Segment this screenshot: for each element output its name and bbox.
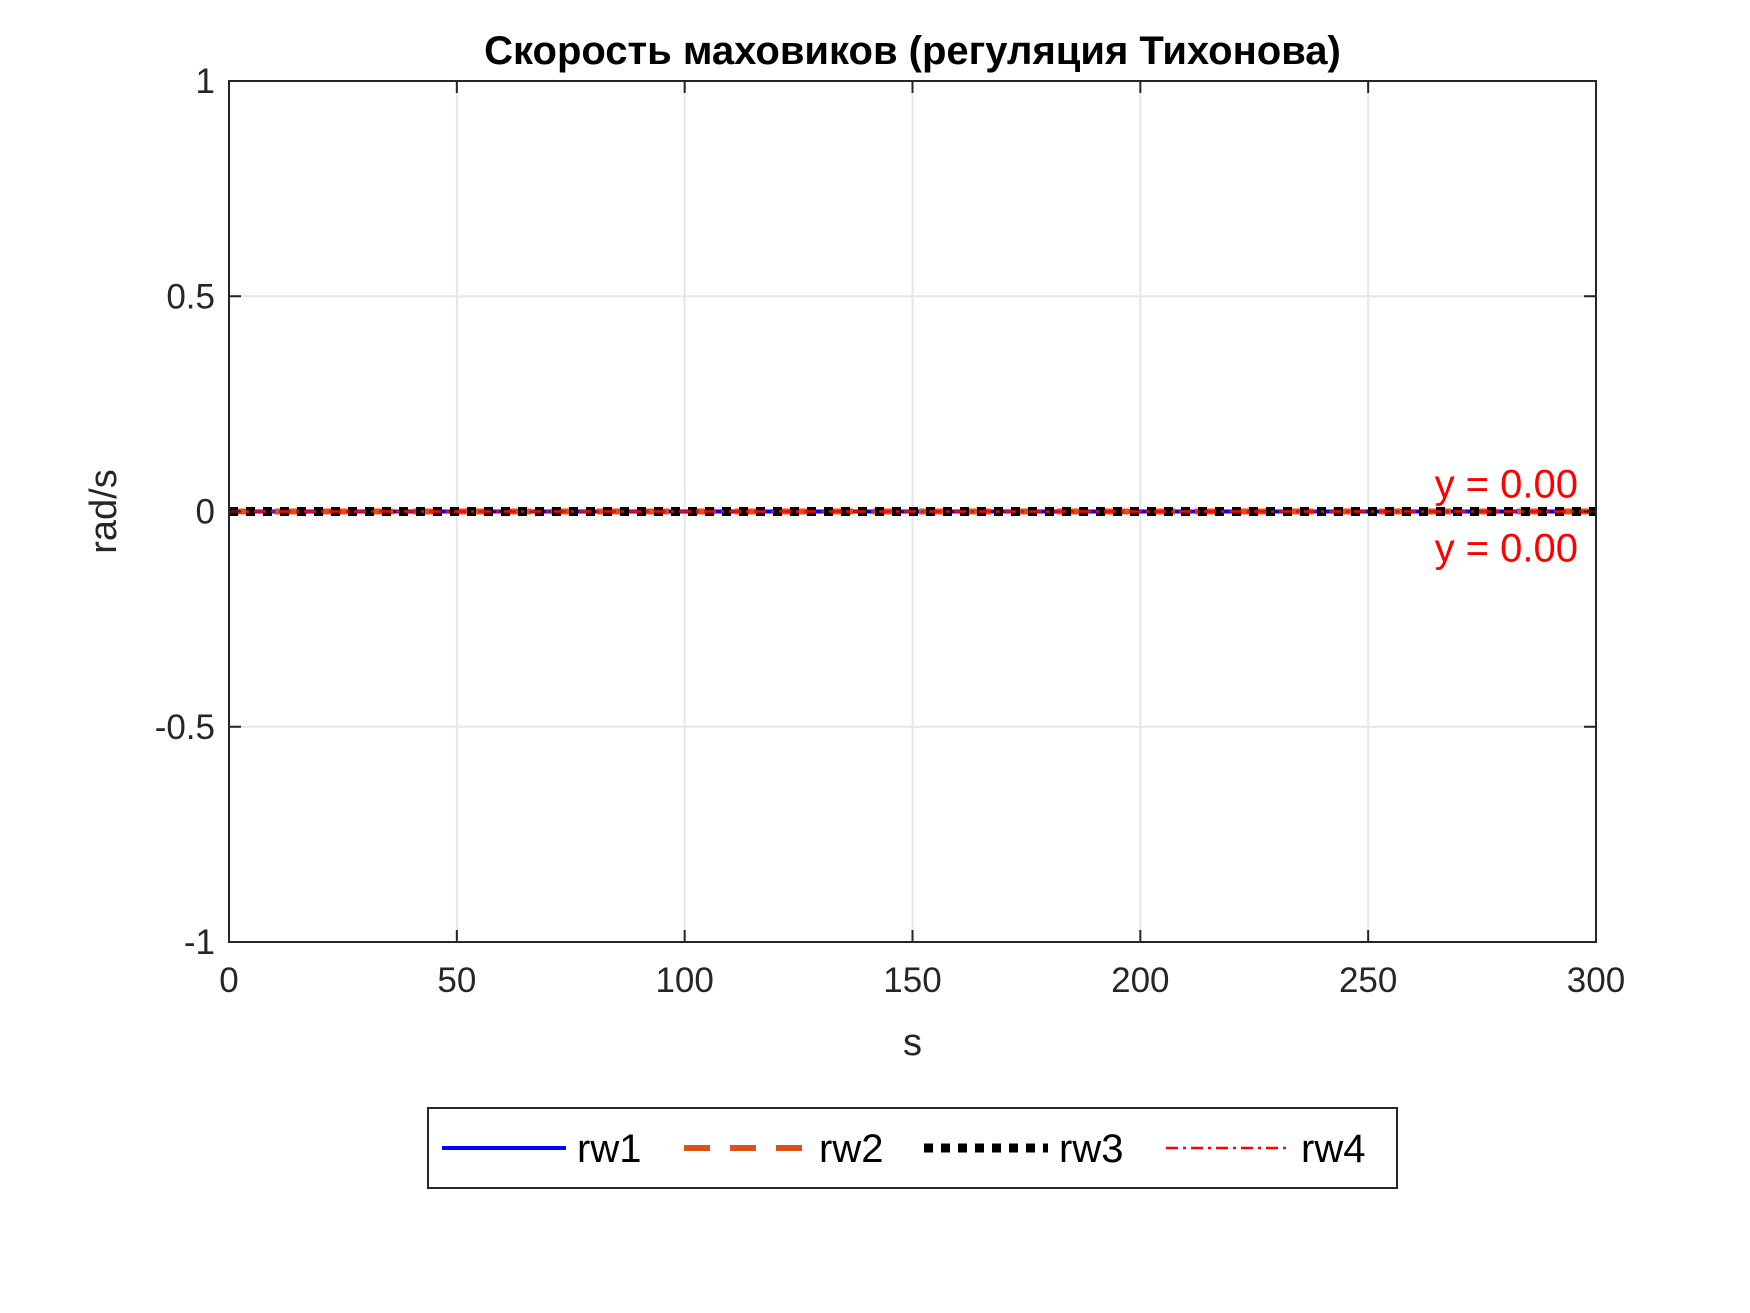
- x-tick-label: 150: [883, 961, 941, 1000]
- ticks: [228, 80, 1597, 943]
- annotations: y = 0.00 y = 0.00: [1435, 463, 1578, 571]
- x-tick-label: 0: [219, 961, 238, 1000]
- chart-title: Скорость маховиков (регуляция Тихонова): [484, 29, 1341, 73]
- annotation-label: y = 0.00: [1435, 463, 1578, 507]
- legend-label-rw3: rw3: [1059, 1127, 1123, 1171]
- x-tick-label: 100: [655, 961, 713, 1000]
- legend-label-rw1: rw1: [577, 1127, 641, 1171]
- y-tick-label: 1: [196, 62, 215, 101]
- x-tick-label: 50: [437, 961, 476, 1000]
- x-axis-label: s: [903, 1022, 922, 1064]
- x-tick-label: 300: [1567, 961, 1625, 1000]
- y-tick-label: -1: [184, 923, 215, 962]
- y-tick-label: 0.5: [166, 277, 215, 316]
- x-tick-label: 200: [1111, 961, 1169, 1000]
- y-tick-label: 0: [196, 493, 215, 532]
- annotation-label: y = 0.00: [1435, 527, 1578, 571]
- y-axis-label: rad/s: [83, 469, 125, 553]
- x-tick-label: 250: [1339, 961, 1397, 1000]
- tick-labels: 0 50 100 150 200 250 300 -1 -0.5 0 0.5 1: [155, 62, 1626, 1000]
- y-tick-label: -0.5: [155, 708, 215, 747]
- legend: rw1 rw2 rw3 rw4: [427, 1107, 1398, 1189]
- legend-label-rw2: rw2: [819, 1127, 883, 1171]
- legend-label-rw4: rw4: [1301, 1127, 1365, 1171]
